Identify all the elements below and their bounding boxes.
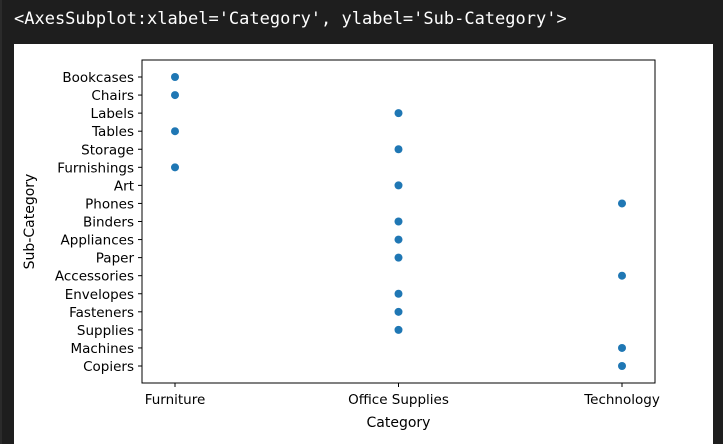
data-points: [171, 73, 626, 370]
data-point: [394, 217, 403, 226]
y-axis-label: Sub-Category: [22, 174, 38, 270]
data-point: [618, 199, 626, 208]
y-tick-label: Bookcases: [62, 70, 134, 86]
y-tick-label: Copiers: [83, 359, 134, 375]
y-tick-label: Envelopes: [65, 287, 134, 303]
data-point: [394, 307, 403, 316]
y-tick-label: Appliances: [61, 233, 134, 249]
cell-output-text: <AxesSubplot:xlabel='Category', ylabel='…: [14, 9, 567, 29]
x-tick-label: Technology: [583, 392, 660, 408]
axes-frame: [141, 59, 656, 384]
figure-canvas: Bookcases Chairs Labels Tables Storage Furnis…: [14, 44, 714, 444]
data-point: [171, 91, 179, 100]
x-axis-label: Category: [367, 415, 431, 431]
y-tick-label: Supplies: [77, 323, 134, 339]
y-tick-label: Fasteners: [69, 305, 134, 321]
x-tick-labels: Furniture Office Supplies Technology: [145, 392, 660, 408]
scatter-chart: Bookcases Chairs Labels Tables Storage Furnis…: [22, 59, 660, 431]
scrollbar[interactable]: [713, 0, 723, 444]
y-tick-label: Art: [114, 178, 134, 194]
data-point: [394, 325, 403, 334]
data-point: [394, 181, 403, 190]
data-point: [171, 163, 179, 172]
data-point: [394, 289, 403, 298]
data-point: [618, 362, 626, 370]
y-tick-label: Labels: [91, 106, 134, 122]
data-point: [171, 73, 179, 81]
axis-ticks: [138, 76, 623, 387]
y-tick-label: Phones: [85, 196, 134, 212]
cell-left-border: [0, 0, 2, 444]
data-point: [618, 343, 626, 352]
data-point: [394, 235, 403, 244]
y-tick-label: Machines: [70, 341, 134, 357]
y-tick-labels: Bookcases Chairs Labels Tables Storage Furnis…: [55, 70, 135, 375]
data-point: [394, 145, 403, 154]
y-tick-label: Storage: [81, 142, 134, 158]
data-point: [171, 127, 179, 136]
y-tick-label: Tables: [91, 124, 134, 140]
x-tick-label: Office Supplies: [348, 392, 449, 408]
data-point: [394, 109, 403, 118]
y-tick-label: Furnishings: [57, 160, 134, 176]
data-point: [394, 253, 403, 262]
y-tick-label: Paper: [96, 251, 135, 267]
y-tick-label: Binders: [83, 215, 134, 231]
y-tick-label: Accessories: [55, 269, 134, 285]
y-tick-label: Chairs: [91, 88, 134, 104]
x-tick-label: Furniture: [145, 392, 206, 408]
data-point: [618, 271, 626, 280]
